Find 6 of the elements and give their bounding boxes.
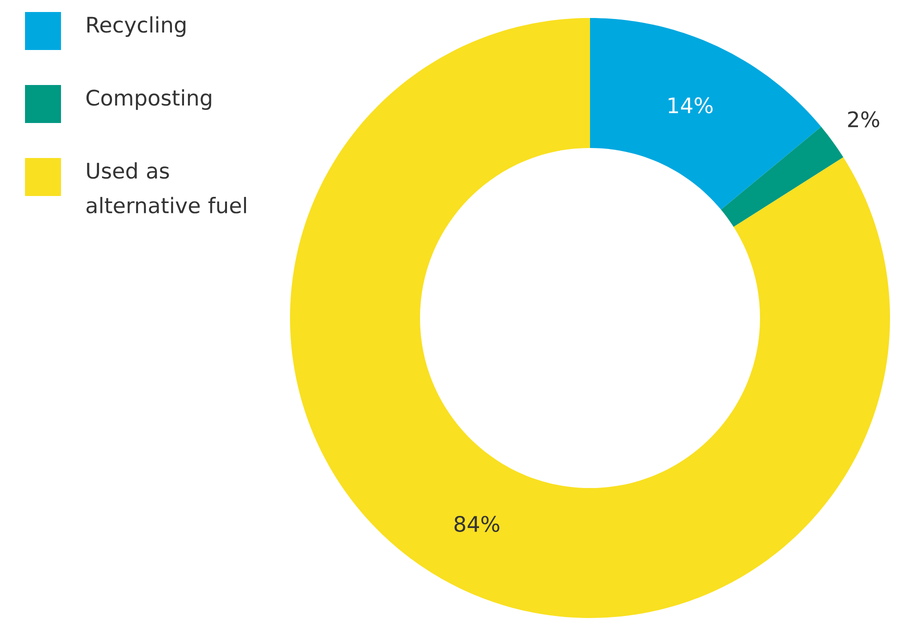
data-label: 84% [454,516,500,532]
data-label: 14% [668,97,713,114]
data-label: 2% [848,111,880,128]
legend-label: Composting [86,89,212,110]
legend-label: Used as alternative fuel [86,162,246,214]
legend-label: Recycling [87,16,186,37]
